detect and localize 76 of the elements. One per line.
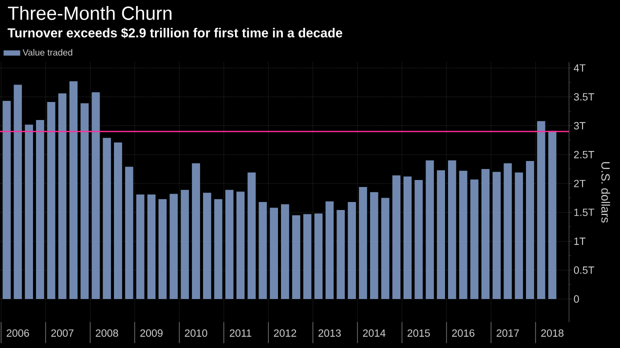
bar xyxy=(92,92,100,299)
y-tick-label: 2T xyxy=(574,180,586,188)
x-tick-label: 2010 xyxy=(184,329,208,337)
x-tick-label: 2013 xyxy=(318,329,341,337)
bar xyxy=(214,199,222,299)
bar xyxy=(314,214,323,299)
bar xyxy=(292,215,300,299)
x-tick-label: 2014 xyxy=(363,329,386,337)
x-tick-label: 2009 xyxy=(140,329,163,337)
bar xyxy=(492,172,501,299)
y-tick-label: 3T xyxy=(574,122,586,130)
bar xyxy=(326,201,334,299)
bar xyxy=(436,170,446,299)
y-tick-label: 1.5T xyxy=(574,208,594,216)
bar xyxy=(381,198,390,299)
y-tick-label: 2.5T xyxy=(574,150,594,158)
bar xyxy=(370,192,378,299)
bar xyxy=(414,180,423,299)
bar xyxy=(236,192,245,299)
bar xyxy=(102,138,111,299)
x-tick-label: 2007 xyxy=(51,329,74,337)
bar xyxy=(136,194,144,299)
bar xyxy=(358,186,368,299)
bar xyxy=(69,81,78,299)
bar xyxy=(47,102,56,299)
bar xyxy=(303,214,312,299)
bar xyxy=(281,204,290,299)
bar xyxy=(114,142,122,299)
bar xyxy=(24,124,34,299)
bar xyxy=(248,172,256,299)
bar xyxy=(548,130,556,299)
y-tick-label: 1T xyxy=(574,238,586,245)
legend-label: Value traded xyxy=(22,49,72,56)
y-axis-title: U.S. dollars xyxy=(601,162,610,223)
bar xyxy=(125,166,134,299)
chart-title: Three-Month Churn xyxy=(8,6,172,20)
y-tick-label: 0 xyxy=(574,295,579,303)
bar xyxy=(58,93,66,299)
x-tick-label: 2006 xyxy=(6,329,29,337)
chart-subtitle: Turnover exceeds $2.9 trillion for first time in a decade xyxy=(8,28,342,38)
bar xyxy=(459,170,468,299)
y-tick-label: 0.5T xyxy=(574,266,594,274)
bar xyxy=(470,179,478,299)
bar xyxy=(537,121,546,299)
bar xyxy=(36,120,44,299)
bar xyxy=(258,202,267,299)
bar xyxy=(80,103,89,299)
bar xyxy=(504,163,512,299)
x-tick-label: 2012 xyxy=(274,329,296,337)
bar xyxy=(225,190,234,299)
bar xyxy=(192,163,200,299)
bar xyxy=(203,192,212,299)
bar xyxy=(481,169,490,299)
bar xyxy=(426,160,434,299)
bar xyxy=(170,194,178,299)
bar xyxy=(336,210,345,299)
x-tick-label: 2011 xyxy=(230,329,252,337)
bar xyxy=(514,172,523,299)
bar xyxy=(14,84,22,299)
bar xyxy=(448,160,456,299)
x-tick-label: 2015 xyxy=(408,329,430,337)
y-tick-label: 3.5T xyxy=(574,93,594,101)
bar xyxy=(526,160,534,299)
bar xyxy=(2,100,11,299)
bar xyxy=(270,208,278,299)
x-tick-label: 2016 xyxy=(452,329,474,337)
bar xyxy=(392,175,400,299)
x-tick-label: 2017 xyxy=(496,329,519,337)
bar xyxy=(147,194,156,299)
y-tick-label: 4T xyxy=(574,64,586,72)
x-tick-label: 2008 xyxy=(96,329,118,337)
bar xyxy=(158,199,167,299)
x-tick-label: 2018 xyxy=(541,329,564,337)
bar xyxy=(180,190,189,299)
bar xyxy=(348,202,356,299)
bar xyxy=(403,176,412,299)
